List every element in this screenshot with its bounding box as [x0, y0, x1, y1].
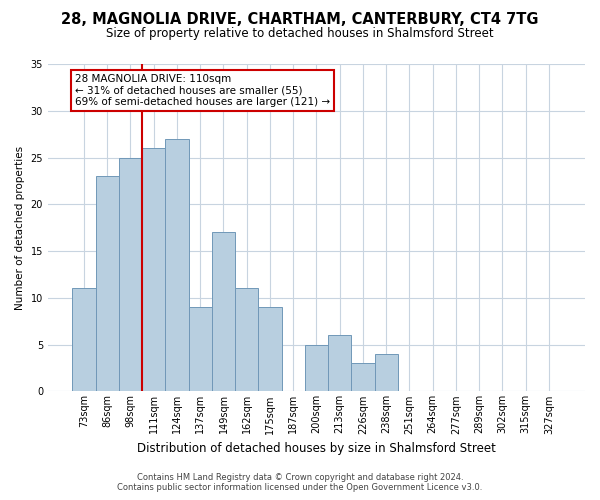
X-axis label: Distribution of detached houses by size in Shalmsford Street: Distribution of detached houses by size …	[137, 442, 496, 455]
Bar	[305, 344, 328, 392]
Y-axis label: Number of detached properties: Number of detached properties	[15, 146, 25, 310]
Text: 28 MAGNOLIA DRIVE: 110sqm
← 31% of detached houses are smaller (55)
69% of semi-: 28 MAGNOLIA DRIVE: 110sqm ← 31% of detac…	[75, 74, 330, 107]
Bar	[374, 354, 398, 392]
Bar	[188, 307, 212, 392]
Bar	[328, 336, 352, 392]
Text: 28, MAGNOLIA DRIVE, CHARTHAM, CANTERBURY, CT4 7TG: 28, MAGNOLIA DRIVE, CHARTHAM, CANTERBURY…	[61, 12, 539, 28]
Bar	[166, 139, 188, 392]
Bar	[235, 288, 259, 392]
Text: Contains HM Land Registry data © Crown copyright and database right 2024.
Contai: Contains HM Land Registry data © Crown c…	[118, 473, 482, 492]
Bar	[212, 232, 235, 392]
Bar	[142, 148, 166, 392]
Bar	[352, 364, 374, 392]
Bar	[259, 307, 281, 392]
Text: Size of property relative to detached houses in Shalmsford Street: Size of property relative to detached ho…	[106, 28, 494, 40]
Bar	[119, 158, 142, 392]
Bar	[73, 288, 95, 392]
Bar	[95, 176, 119, 392]
